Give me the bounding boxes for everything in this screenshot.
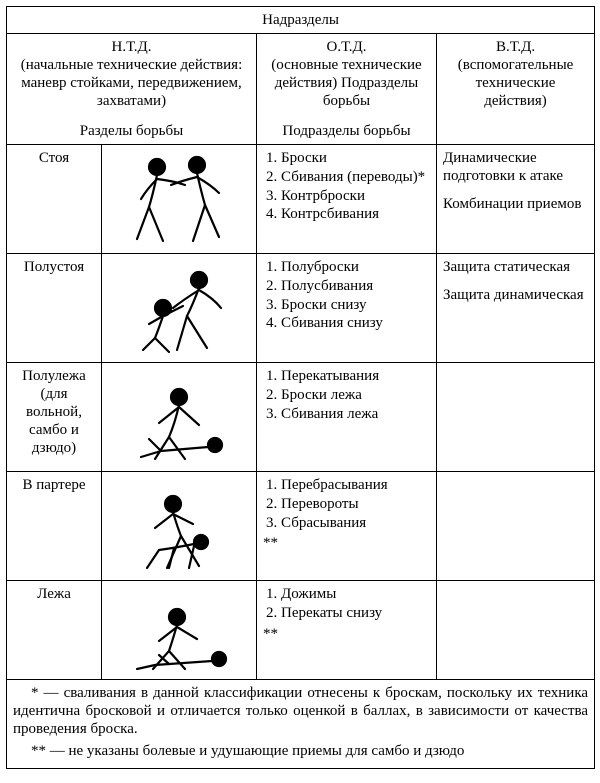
row-label: Стоя [7, 145, 102, 254]
list-item: Броски лежа [281, 386, 430, 405]
row-techniques: Броски Сбивания (переводы)* Контрброски … [257, 145, 437, 254]
row-label: В партере [7, 472, 102, 581]
wrestlers-parterre-icon [119, 476, 239, 576]
list-item: Перевороты [281, 495, 430, 514]
row-techniques: Перекатывания Броски лежа Сбивания лежа [257, 363, 437, 472]
table-row: Полустоя Полуброски Полусбивания Броски … [7, 254, 595, 363]
row-illustration [102, 254, 257, 363]
list-item: Полуброски [281, 258, 430, 277]
row-label: Полустоя [7, 254, 102, 363]
footnote-2: ** — не указаны болевые и удушающие прие… [13, 742, 588, 760]
row-aux: Динамические подготовки к атаке Комбинац… [437, 145, 595, 254]
list-item: Перекатывания [281, 367, 430, 386]
row-aux [437, 581, 595, 680]
table-row: В партере Перебрасывания Перевороты Сбра… [7, 472, 595, 581]
list-item: Перекаты снизу [281, 604, 430, 623]
list-item: Броски [281, 149, 430, 168]
header-ntd: Н.Т.Д. (начальные технические действия: … [7, 34, 257, 145]
classification-table: Надразделы Н.Т.Д. (начальные технические… [6, 6, 595, 769]
header-vtd-desc: (вспомогательные технические действия) [458, 57, 574, 109]
list-item: Сбивания (переводы)* [281, 168, 430, 187]
wrestlers-standing-icon [119, 149, 239, 249]
aux-item: Защита статическая [443, 258, 588, 276]
row-illustration [102, 472, 257, 581]
row-illustration [102, 145, 257, 254]
row-aux [437, 363, 595, 472]
header-vtd: В.Т.Д. (вспомогательные технические дейс… [437, 34, 595, 145]
table-row: Полулежа (для вольной, самбо и дзюдо) Пе… [7, 363, 595, 472]
aux-item: Защита динамическая [443, 286, 588, 304]
header-otd: О.Т.Д. (основные технические действия) П… [257, 34, 437, 145]
row-illustration [102, 363, 257, 472]
aux-item: Динамические подготовки к атаке [443, 149, 588, 185]
aux-item: Комбинации приемов [443, 195, 588, 213]
row-label: Полулежа (для вольной, самбо и дзюдо) [7, 363, 102, 472]
header-otd-desc: (основные технические действия) Подразде… [271, 57, 421, 109]
list-item: Сбивания лежа [281, 405, 430, 424]
wrestlers-half-standing-icon [119, 258, 239, 358]
header-otd-abbr: О.Т.Д. [263, 38, 430, 56]
header-vtd-abbr: В.Т.Д. [443, 38, 588, 56]
table-title: Надразделы [7, 7, 595, 34]
row-aux [437, 472, 595, 581]
list-item: Контрброски [281, 187, 430, 206]
row-label: Лежа [7, 581, 102, 680]
footnote-1: * — сваливания в данной классификации от… [13, 684, 588, 738]
list-item: Броски снизу [281, 296, 430, 315]
wrestlers-half-lying-icon [119, 367, 239, 467]
list-item: Сбивания снизу [281, 314, 430, 333]
list-item: Перебрасывания [281, 476, 430, 495]
row-trail: ** [263, 534, 430, 552]
wrestlers-lying-icon [119, 585, 239, 675]
row-trail: ** [263, 625, 430, 643]
list-item: Сбрасывания [281, 514, 430, 533]
row-aux: Защита статическая Защита динамическая [437, 254, 595, 363]
header-ntd-abbr: Н.Т.Д. [13, 38, 250, 56]
header-ntd-sub: Разделы борьбы [13, 122, 250, 140]
footnotes: * — сваливания в данной классификации от… [7, 680, 595, 769]
table-row: Лежа Дожимы Перекаты снизу ** [7, 581, 595, 680]
list-item: Дожимы [281, 585, 430, 604]
header-otd-sub: Подразделы борьбы [263, 122, 430, 140]
header-ntd-desc: (начальные технические действия: маневр … [21, 57, 242, 109]
table-row: Стоя Броски Сбивания (переводы)* [7, 145, 595, 254]
list-item: Полусбивания [281, 277, 430, 296]
row-techniques: Дожимы Перекаты снизу ** [257, 581, 437, 680]
row-techniques: Перебрасывания Перевороты Сбрасывания ** [257, 472, 437, 581]
list-item: Контрсбивания [281, 205, 430, 224]
row-illustration [102, 581, 257, 680]
row-techniques: Полуброски Полусбивания Броски снизу Сби… [257, 254, 437, 363]
